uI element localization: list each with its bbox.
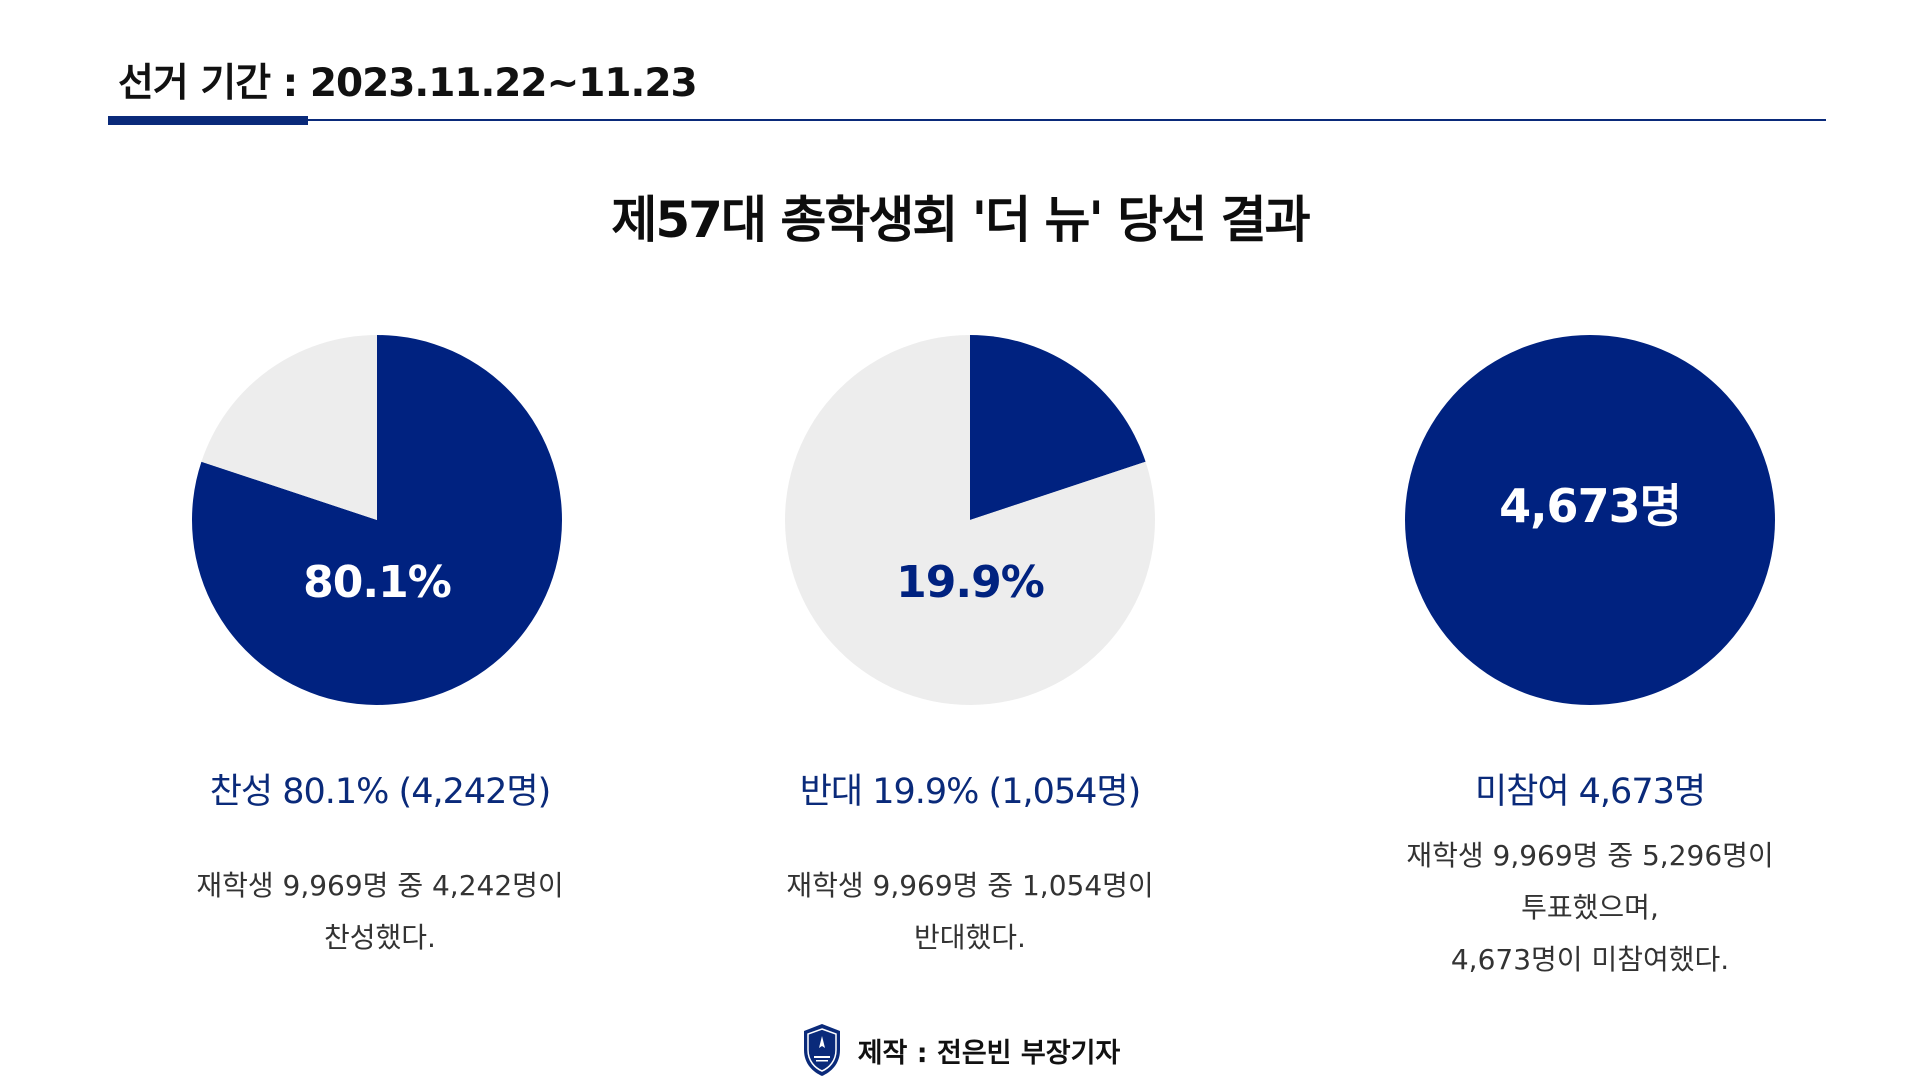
- pie-slice-abstain-value: [1405, 335, 1775, 705]
- description-line: 반대했다.: [914, 921, 1026, 954]
- footer: 제작 : 전은빈 부장기자: [0, 1022, 1920, 1085]
- caption-approve: 찬성 80.1% (4,242명): [209, 772, 552, 812]
- description-oppose: 재학생 9,969명 중 1,054명이 반대했다.: [690, 860, 1250, 964]
- description-line: 재학생 9,969명 중 5,296명이: [1406, 839, 1774, 872]
- pie-chart-abstain: 4,673명: [1405, 335, 1775, 705]
- description-line: 4,673명이 미참여했다.: [1450, 943, 1730, 976]
- caption-oppose: 반대 19.9% (1,054명): [799, 772, 1142, 812]
- footer-credit: 제작 : 전은빈 부장기자: [857, 1037, 1121, 1069]
- pie-slice-oppose-remainder: [785, 335, 1155, 705]
- description-abstain: 재학생 9,969명 중 5,296명이 투표했으며, 4,673명이 미참여했…: [1310, 830, 1870, 986]
- pie-slice-approve-remainder: [201, 335, 377, 520]
- header-accent-bar: [108, 116, 308, 125]
- pie-center-label-approve: 80.1%: [303, 557, 451, 608]
- header-divider: [108, 119, 1826, 121]
- pie-slice-oppose-value: [970, 335, 1146, 520]
- pie-chart-approve: 80.1%: [191, 335, 562, 705]
- page-title: 제57대 총학생회 '더 뉴' 당선 결과: [611, 191, 1310, 249]
- caption-abstain: 미참여 4,673명: [1474, 772, 1706, 812]
- description-approve: 재학생 9,969명 중 4,242명이 찬성했다.: [100, 860, 660, 964]
- description-line: 재학생 9,969명 중 1,054명이: [786, 869, 1154, 902]
- newspaper-shield-logo-icon: [803, 1024, 840, 1076]
- pie-center-label-abstain: 4,673명: [1499, 479, 1681, 533]
- description-line: 투표했으며,: [1521, 891, 1659, 924]
- description-line: 재학생 9,969명 중 4,242명이: [196, 869, 564, 902]
- election-period: 선거 기간 : 2023.11.22~11.23: [118, 61, 698, 106]
- description-line: 찬성했다.: [324, 921, 436, 954]
- pie-chart-oppose: 19.9%: [785, 335, 1155, 705]
- pie-center-label-oppose: 19.9%: [896, 557, 1044, 608]
